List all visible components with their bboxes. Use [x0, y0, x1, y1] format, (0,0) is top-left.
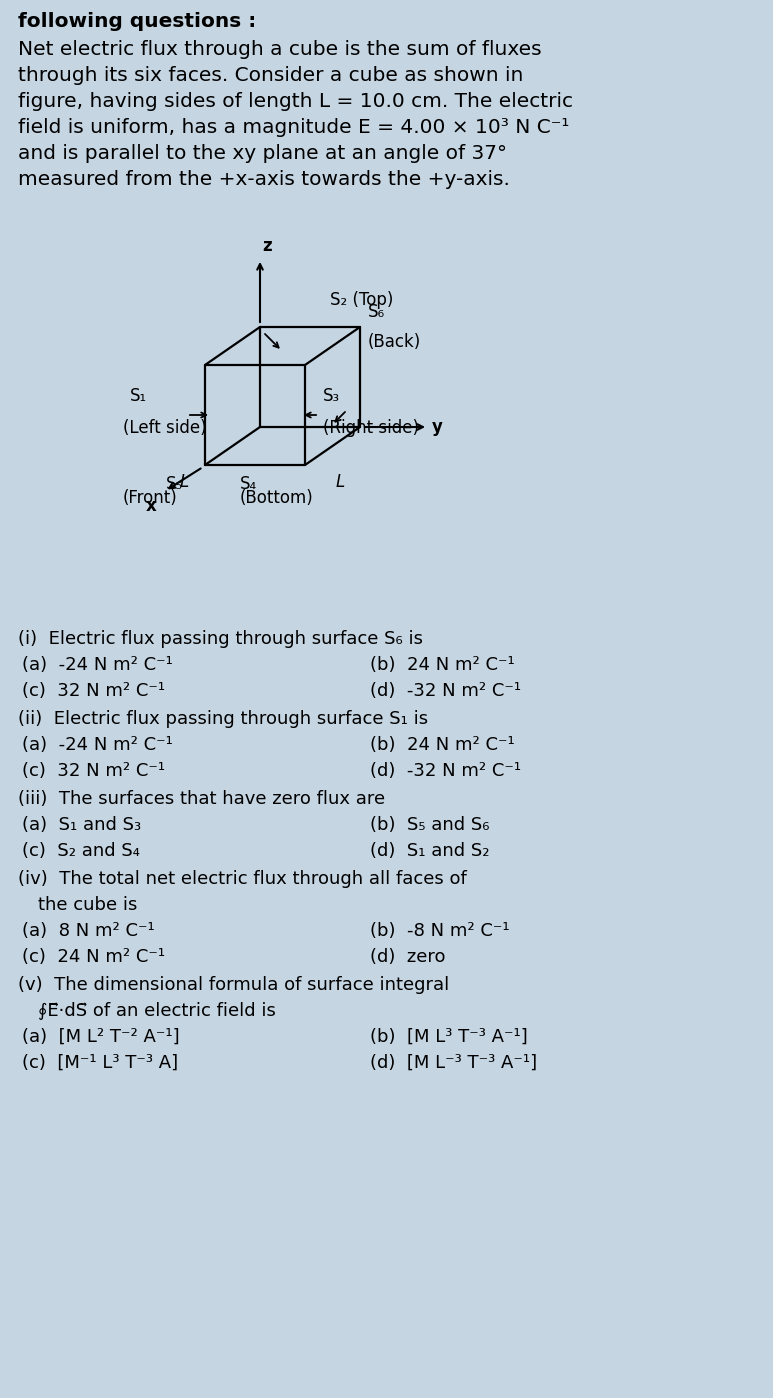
- Text: (v)  The dimensional formula of surface integral: (v) The dimensional formula of surface i…: [18, 976, 449, 994]
- Text: (b)  S₅ and S₆: (b) S₅ and S₆: [370, 816, 489, 835]
- Text: (a)  -24 N m² C⁻¹: (a) -24 N m² C⁻¹: [22, 735, 173, 754]
- Text: (a)  -24 N m² C⁻¹: (a) -24 N m² C⁻¹: [22, 656, 173, 674]
- Text: x: x: [146, 498, 157, 514]
- Text: (d)  -32 N m² C⁻¹: (d) -32 N m² C⁻¹: [370, 762, 521, 780]
- Text: y: y: [432, 418, 443, 436]
- Text: (d)  [M L⁻³ T⁻³ A⁻¹]: (d) [M L⁻³ T⁻³ A⁻¹]: [370, 1054, 537, 1072]
- Text: (a)  [M L² T⁻² A⁻¹]: (a) [M L² T⁻² A⁻¹]: [22, 1028, 179, 1046]
- Text: (c)  32 N m² C⁻¹: (c) 32 N m² C⁻¹: [22, 762, 165, 780]
- Text: and is parallel to the xy plane at an angle of 37°: and is parallel to the xy plane at an an…: [18, 144, 507, 164]
- Text: S₅: S₅: [166, 475, 183, 493]
- Text: (b)  [M L³ T⁻³ A⁻¹]: (b) [M L³ T⁻³ A⁻¹]: [370, 1028, 528, 1046]
- Text: (d)  S₁ and S₂: (d) S₁ and S₂: [370, 842, 489, 860]
- Text: (Right side): (Right side): [323, 419, 419, 438]
- Text: (c)  [M⁻¹ L³ T⁻³ A]: (c) [M⁻¹ L³ T⁻³ A]: [22, 1054, 178, 1072]
- Text: (ii)  Electric flux passing through surface S₁ is: (ii) Electric flux passing through surfa…: [18, 710, 428, 728]
- Text: (b)  24 N m² C⁻¹: (b) 24 N m² C⁻¹: [370, 656, 515, 674]
- Text: (Bottom): (Bottom): [240, 489, 314, 507]
- Text: (a)  S₁ and S₃: (a) S₁ and S₃: [22, 816, 141, 835]
- Text: measured from the +x-axis towards the +y-axis.: measured from the +x-axis towards the +y…: [18, 171, 510, 189]
- Text: (d)  -32 N m² C⁻¹: (d) -32 N m² C⁻¹: [370, 682, 521, 700]
- Text: S₃: S₃: [323, 387, 340, 405]
- Text: following questions :: following questions :: [18, 13, 257, 31]
- Text: S₂ (Top): S₂ (Top): [330, 291, 393, 309]
- Text: (iv)  The total net electric flux through all faces of: (iv) The total net electric flux through…: [18, 870, 467, 888]
- Text: Net electric flux through a cube is the sum of fluxes: Net electric flux through a cube is the …: [18, 41, 542, 59]
- Text: (i)  Electric flux passing through surface S₆ is: (i) Electric flux passing through surfac…: [18, 630, 423, 649]
- Text: (Front): (Front): [122, 489, 177, 507]
- Text: through its six faces. Consider a cube as shown in: through its six faces. Consider a cube a…: [18, 66, 523, 85]
- Text: (d)  zero: (d) zero: [370, 948, 445, 966]
- Text: L: L: [180, 473, 189, 491]
- Text: ∮E⃗·dS⃗ of an electric field is: ∮E⃗·dS⃗ of an electric field is: [38, 1002, 276, 1021]
- Text: (c)  24 N m² C⁻¹: (c) 24 N m² C⁻¹: [22, 948, 165, 966]
- Text: (Left side): (Left side): [123, 419, 206, 438]
- Text: (c)  S₂ and S₄: (c) S₂ and S₄: [22, 842, 140, 860]
- Text: z: z: [262, 238, 271, 254]
- Text: (b)  -8 N m² C⁻¹: (b) -8 N m² C⁻¹: [370, 923, 509, 939]
- Text: the cube is: the cube is: [38, 896, 138, 914]
- Text: S₄: S₄: [240, 475, 257, 493]
- Text: (Back): (Back): [368, 333, 421, 351]
- Text: field is uniform, has a magnitude E = 4.00 × 10³ N C⁻¹: field is uniform, has a magnitude E = 4.…: [18, 117, 570, 137]
- Text: S₁: S₁: [130, 387, 147, 405]
- Text: L: L: [336, 473, 346, 491]
- Text: figure, having sides of length L = 10.0 cm. The electric: figure, having sides of length L = 10.0 …: [18, 92, 573, 110]
- Text: (iii)  The surfaces that have zero flux are: (iii) The surfaces that have zero flux a…: [18, 790, 385, 808]
- Text: (b)  24 N m² C⁻¹: (b) 24 N m² C⁻¹: [370, 735, 515, 754]
- Text: (c)  32 N m² C⁻¹: (c) 32 N m² C⁻¹: [22, 682, 165, 700]
- Text: S₆: S₆: [368, 303, 385, 322]
- Text: (a)  8 N m² C⁻¹: (a) 8 N m² C⁻¹: [22, 923, 155, 939]
